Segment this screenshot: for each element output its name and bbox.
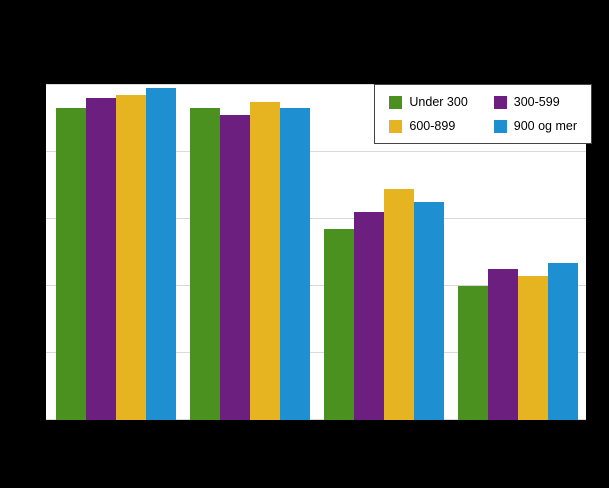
bar <box>190 108 220 420</box>
legend-label: Under 300 <box>409 95 468 109</box>
gridline <box>46 218 586 219</box>
bar <box>146 88 176 420</box>
legend: Under 300 300-599 600-899 900 og mer <box>374 84 592 144</box>
bar <box>86 98 116 420</box>
gridline <box>46 419 586 420</box>
legend-item: 600-899 <box>389 119 467 133</box>
bar <box>488 269 518 420</box>
legend-item: Under 300 <box>389 95 468 109</box>
bar <box>116 95 146 420</box>
bar-group <box>190 101 310 420</box>
legend-label: 300-599 <box>513 95 560 109</box>
bar-groups <box>46 85 586 420</box>
bar <box>414 202 444 420</box>
legend-swatch-icon <box>493 119 507 133</box>
plot-area: Under 300 300-599 600-899 900 og mer <box>46 84 592 420</box>
gridline <box>46 285 586 286</box>
bar <box>220 115 250 420</box>
legend-swatch-icon <box>493 95 507 109</box>
legend-item: 300-599 <box>493 95 577 109</box>
bar <box>324 229 354 420</box>
bar <box>280 108 310 420</box>
bar-group <box>324 188 444 420</box>
gridline <box>46 84 586 85</box>
gridline <box>46 151 586 152</box>
legend-swatch-icon <box>389 95 403 109</box>
legend-label: 900 og mer <box>513 119 577 133</box>
bar <box>354 212 384 420</box>
legend-label: 600-899 <box>409 119 456 133</box>
bar-group <box>458 262 578 420</box>
gridline <box>46 352 586 353</box>
bar <box>56 108 86 420</box>
bar <box>518 275 548 420</box>
bar <box>250 101 280 420</box>
legend-item: 900 og mer <box>493 119 577 133</box>
bar <box>458 286 488 420</box>
bar <box>384 188 414 420</box>
bar-group <box>56 88 176 420</box>
bar <box>548 262 578 420</box>
legend-swatch-icon <box>389 119 403 133</box>
